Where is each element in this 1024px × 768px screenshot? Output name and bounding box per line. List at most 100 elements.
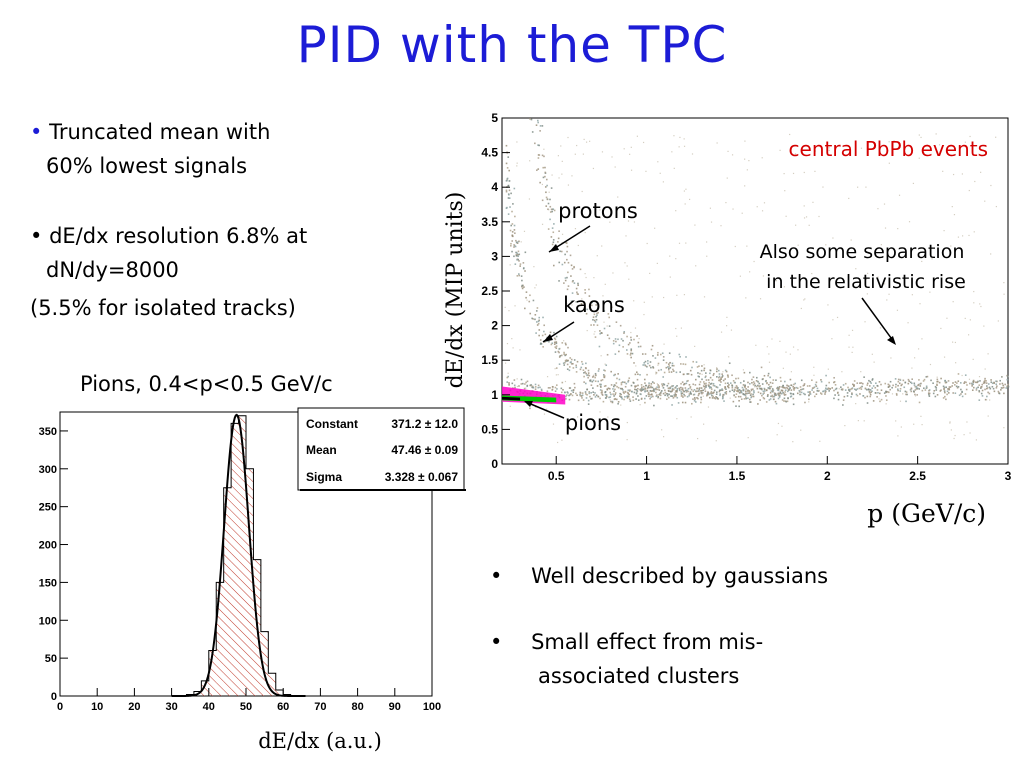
- scatter-point: [605, 395, 608, 398]
- scatter-point: [566, 245, 569, 248]
- scatter-point: [770, 390, 773, 392]
- scatter-point: [724, 369, 727, 372]
- scatter-point: [961, 395, 964, 398]
- scatter-point: [708, 385, 710, 388]
- scatter-point: [903, 386, 906, 389]
- scatter-point: [676, 385, 678, 387]
- scatter-point: [592, 167, 595, 170]
- scatter-point: [996, 385, 998, 387]
- scatter-point: [620, 383, 623, 386]
- scatter-point: [743, 393, 746, 396]
- scatter-point: [669, 361, 671, 364]
- scatter-point: [650, 366, 652, 369]
- scatter-point: [964, 317, 966, 320]
- scatter-point: [595, 304, 597, 306]
- scatter-point: [739, 381, 742, 384]
- scatter-point: [655, 388, 657, 391]
- scatter-point: [907, 382, 910, 385]
- scatter-point: [579, 368, 582, 371]
- scatter-point: [911, 378, 914, 380]
- scatter-point: [980, 305, 982, 308]
- bullet-marker: •: [30, 224, 43, 248]
- scatter-point: [732, 380, 735, 382]
- scatter-point: [579, 392, 582, 394]
- scatter-point: [671, 151, 673, 153]
- scatter-point: [663, 383, 666, 386]
- scatter-point: [623, 398, 625, 401]
- scatter-point: [963, 285, 965, 287]
- scatter-point: [759, 298, 762, 300]
- scatter-point: [568, 387, 571, 389]
- scatter-point: [644, 388, 647, 390]
- scatter-point: [524, 383, 526, 385]
- scatter-point: [738, 389, 741, 391]
- scatter-point: [722, 395, 724, 398]
- scatter-point: [814, 383, 817, 386]
- scatter-point: [784, 393, 787, 396]
- scatter-point: [646, 373, 648, 376]
- scatter-point: [700, 390, 702, 392]
- scatter-point: [870, 391, 872, 393]
- scatter-point: [633, 338, 635, 341]
- scatter-point: [628, 390, 631, 392]
- scatter-point: [912, 390, 915, 393]
- scatter-point: [606, 388, 609, 390]
- scatter-point: [649, 397, 651, 400]
- scatter-point: [519, 265, 521, 267]
- scatter-point: [672, 370, 675, 372]
- scatter-point: [800, 379, 803, 382]
- scatter-point: [600, 355, 602, 357]
- scatter-point: [669, 390, 672, 393]
- scatter-point: [789, 396, 792, 398]
- scatter-point: [626, 265, 628, 267]
- scatter-point: [653, 388, 656, 391]
- scatter-point: [646, 389, 649, 392]
- scatter-point: [575, 392, 577, 395]
- scatter-point: [799, 386, 802, 388]
- scatter-point: [651, 344, 654, 347]
- scatter-point: [589, 395, 591, 398]
- scatter-point: [1003, 293, 1005, 295]
- scatter-point: [978, 399, 981, 401]
- scatter-point: [720, 378, 723, 380]
- scatter-point: [856, 394, 859, 397]
- scatter-point: [942, 397, 945, 399]
- scatter-point: [767, 387, 770, 389]
- scatter-point: [997, 390, 1000, 393]
- scatter-point: [551, 174, 553, 176]
- scatter-point: [761, 378, 764, 381]
- bullet-text-continued: associated clusters: [538, 664, 740, 688]
- scatter-point: [909, 381, 912, 384]
- scatter-point: [769, 391, 772, 394]
- scatter-point: [672, 397, 675, 399]
- scatter-point: [601, 391, 603, 393]
- scatter-point: [658, 393, 660, 396]
- scatter-point: [768, 361, 771, 363]
- scatter-point: [591, 301, 594, 304]
- scatter-point: [757, 380, 759, 383]
- scatter-point: [921, 389, 924, 392]
- scatter-point: [731, 385, 734, 387]
- scatter-point: [972, 379, 975, 382]
- scatter-point: [719, 384, 721, 386]
- scatter-point: [596, 314, 598, 317]
- scatter-point: [617, 402, 619, 405]
- scatter-point: [824, 393, 826, 395]
- scatter-point: [747, 381, 749, 384]
- scatter-point: [708, 393, 711, 395]
- scatter-point: [685, 382, 688, 385]
- scatter-point: [574, 228, 577, 230]
- scatter-point: [919, 385, 922, 387]
- scatter-point: [531, 385, 534, 388]
- scatter-point: [592, 391, 595, 394]
- scatter-point: [779, 392, 782, 395]
- scatter-point: [534, 142, 536, 145]
- scatter-point: [632, 399, 635, 402]
- scatter-point: [789, 133, 791, 136]
- scatter-point: [671, 404, 673, 406]
- scatter-point: [986, 395, 988, 398]
- scatter-point: [507, 156, 510, 158]
- scatter-point: [662, 387, 665, 389]
- scatter-point: [577, 282, 579, 285]
- scatter-point: [599, 332, 601, 335]
